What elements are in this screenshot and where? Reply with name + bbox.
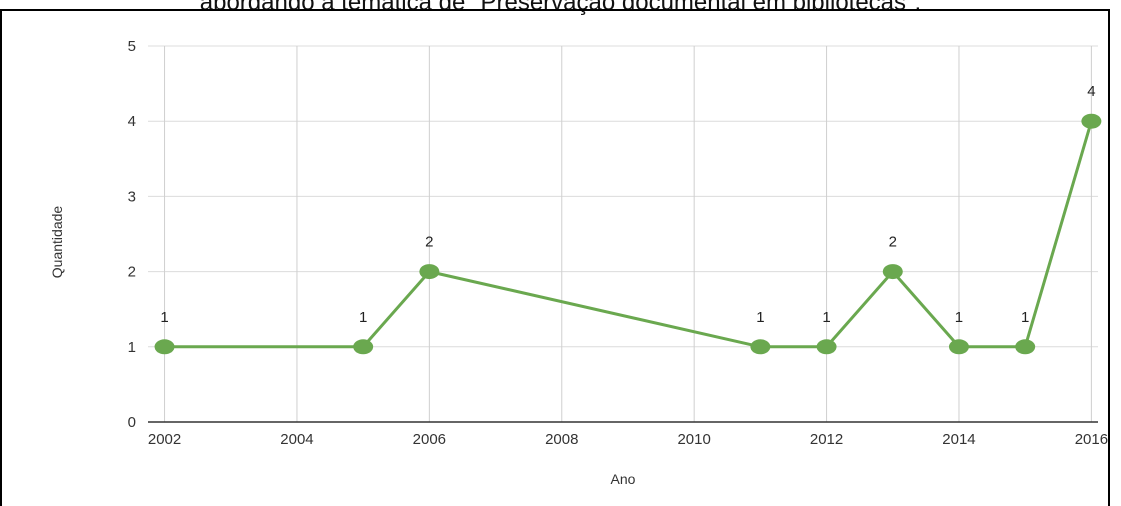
data-point bbox=[419, 264, 440, 280]
x-tick-label: 2006 bbox=[413, 431, 446, 448]
data-label: 2 bbox=[889, 234, 897, 251]
data-label: 1 bbox=[756, 309, 764, 326]
data-label: 1 bbox=[359, 309, 367, 326]
data-point bbox=[154, 339, 175, 355]
x-tick-label: 2014 bbox=[942, 431, 975, 448]
data-labels: 1 1 2 1 1 2 1 1 4 bbox=[160, 83, 1095, 326]
data-point bbox=[750, 339, 771, 355]
data-label: 1 bbox=[955, 309, 963, 326]
x-tick-label: 2002 bbox=[148, 431, 181, 448]
frame-right-border bbox=[1108, 9, 1110, 506]
y-tick-label: 4 bbox=[128, 113, 136, 130]
x-axis-title: Ano bbox=[611, 471, 636, 487]
data-point bbox=[1081, 113, 1102, 129]
frame-left-border bbox=[0, 9, 2, 506]
x-tick-label: 2012 bbox=[810, 431, 843, 448]
data-point bbox=[882, 264, 903, 280]
data-point bbox=[353, 339, 374, 355]
y-axis-title: Quantidade bbox=[49, 206, 65, 279]
x-tick-label: 2008 bbox=[545, 431, 578, 448]
y-tick-label: 1 bbox=[128, 339, 136, 356]
data-label: 1 bbox=[1021, 309, 1029, 326]
y-tick-label: 0 bbox=[128, 414, 136, 431]
vertical-gridlines bbox=[164, 46, 1092, 422]
data-label: 1 bbox=[822, 309, 830, 326]
x-tick-label: 2016 bbox=[1075, 431, 1108, 448]
page-title: abordando a temática de "Preservação doc… bbox=[199, 0, 922, 16]
y-tick-label: 2 bbox=[128, 264, 136, 281]
data-point bbox=[816, 339, 837, 355]
x-tick-label: 2004 bbox=[280, 431, 313, 448]
data-label: 1 bbox=[160, 309, 168, 326]
x-tick-label: 2010 bbox=[677, 431, 710, 448]
y-axis-tick-labels: 0 1 2 3 4 5 bbox=[128, 38, 136, 431]
data-label: 4 bbox=[1087, 83, 1095, 100]
x-axis-tick-labels: 2002 2004 2006 2008 2010 2012 2014 2016 bbox=[148, 431, 1108, 448]
y-tick-label: 5 bbox=[128, 38, 136, 55]
series-line bbox=[164, 120, 1093, 349]
data-point bbox=[1015, 339, 1036, 355]
data-point bbox=[948, 339, 969, 355]
series-line-0 bbox=[164, 120, 1093, 349]
frame-top-border bbox=[0, 9, 1110, 11]
data-points bbox=[154, 113, 1102, 355]
data-label: 2 bbox=[425, 234, 433, 251]
horizontal-gridlines bbox=[148, 45, 1098, 348]
y-tick-label: 3 bbox=[128, 188, 136, 205]
